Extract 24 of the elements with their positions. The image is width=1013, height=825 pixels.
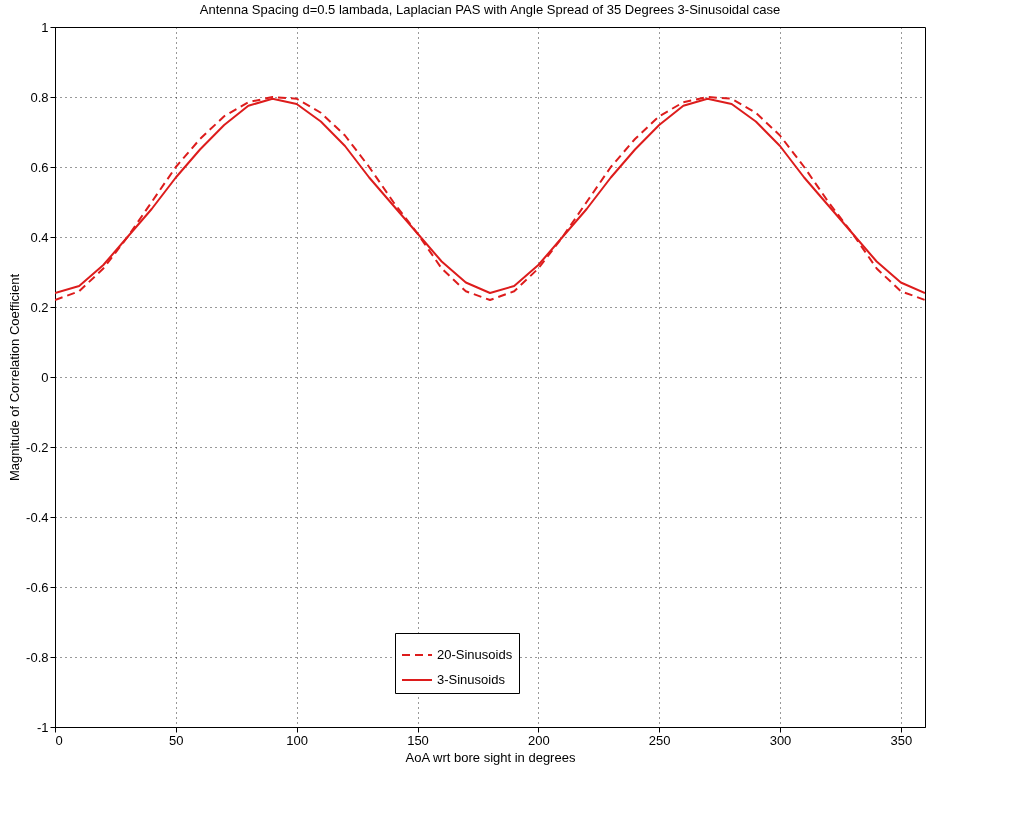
legend-label: 20-Sinusoids xyxy=(437,647,513,662)
x-tick-label: 0 xyxy=(55,732,63,748)
y-tick-label: -0.6 xyxy=(26,579,49,595)
y-tick-label: 0.6 xyxy=(30,159,49,175)
x-tick-label: 250 xyxy=(648,732,671,748)
y-tick-label: 0.4 xyxy=(30,229,49,245)
x-tick-label: 200 xyxy=(527,732,550,748)
x-tick-label: 350 xyxy=(890,732,913,748)
y-tick-label: 0.2 xyxy=(30,299,49,315)
x-axis-title: AoA wrt bore sight in degrees xyxy=(405,749,576,765)
y-axis-title: Magnitude of Correlation Coefficient xyxy=(7,273,23,482)
x-tick-label: 300 xyxy=(769,732,792,748)
legend-label: 3-Sinusoids xyxy=(437,672,506,687)
y-tick-label: -0.2 xyxy=(26,439,49,455)
chart-title: Antenna Spacing d=0.5 lambada, Laplacian PAS with Angle Spread of 35 Degrees 3-Sinusoidal case xyxy=(199,2,781,17)
x-tick-label: 150 xyxy=(407,732,429,748)
x-tick-label: 50 xyxy=(169,732,184,748)
y-tick-label: 1 xyxy=(41,19,49,35)
y-tick-label: -0.8 xyxy=(26,649,49,665)
y-tick-label: 0 xyxy=(41,369,49,385)
y-tick-label: -0.4 xyxy=(26,509,49,525)
y-tick-label: 0.8 xyxy=(30,89,49,105)
x-tick-label: 100 xyxy=(286,732,309,748)
y-tick-label: -1 xyxy=(36,719,49,735)
